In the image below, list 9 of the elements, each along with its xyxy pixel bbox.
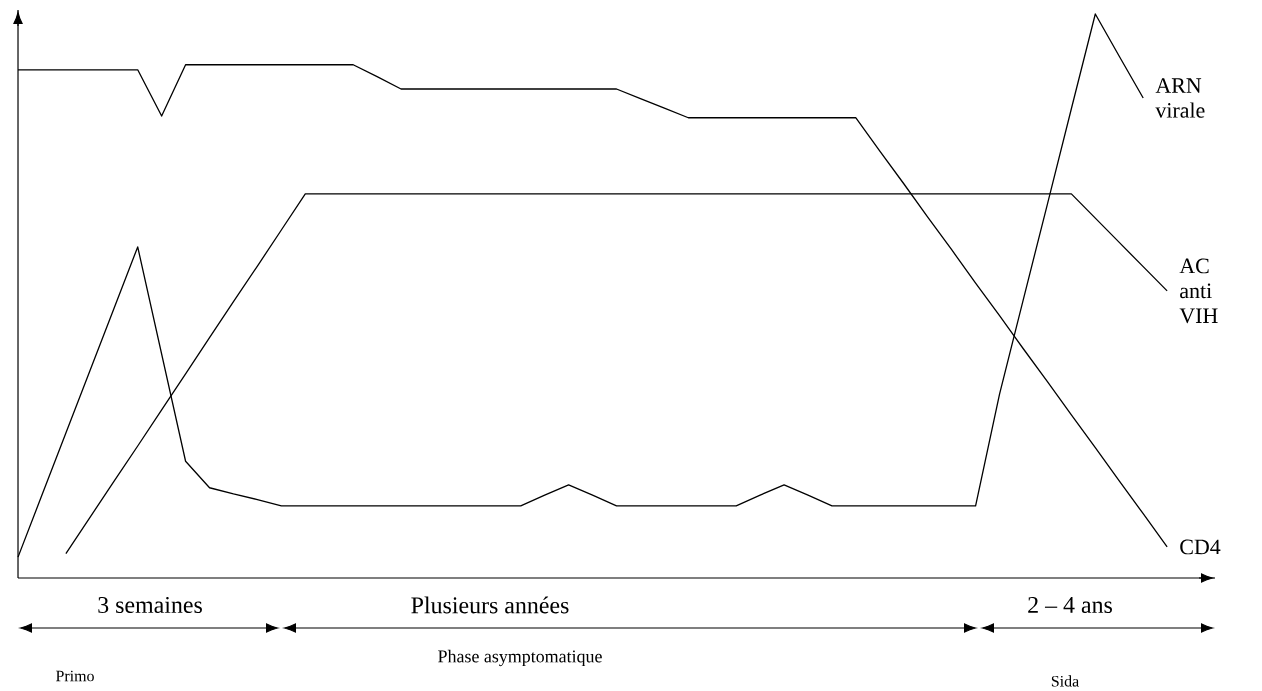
text: 2 – 4 ans xyxy=(1028,596,1112,614)
series-label: AC anti VIH xyxy=(1179,258,1218,324)
text: 3 semaines xyxy=(98,596,202,614)
text: Phase asymptomatique xyxy=(438,649,602,667)
text: Primo xyxy=(55,670,94,682)
series-label: CD4 xyxy=(1180,539,1221,555)
text: Plusieurs années xyxy=(411,596,569,614)
text: Sida xyxy=(1051,675,1079,687)
series-label: ARN virale xyxy=(1155,78,1205,118)
